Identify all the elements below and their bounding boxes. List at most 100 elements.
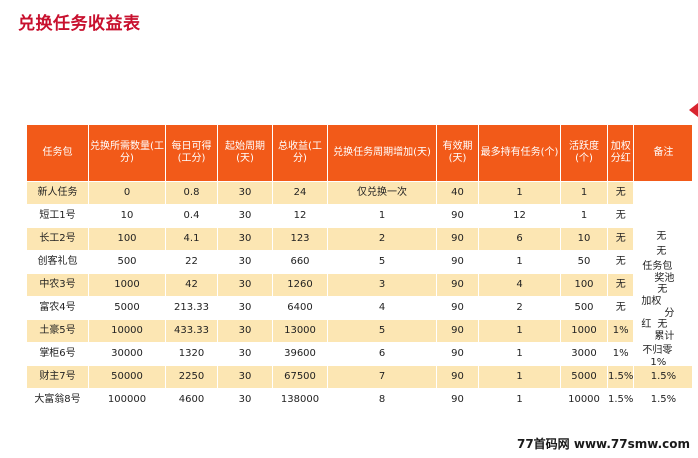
cell: 无 bbox=[606, 296, 635, 320]
cell: 1 bbox=[560, 181, 608, 205]
cell: 1320 bbox=[165, 342, 218, 366]
cell: 1.5% bbox=[606, 388, 635, 412]
cell: 无 bbox=[606, 181, 635, 205]
cell: 24 bbox=[272, 181, 328, 205]
cell: 财主7号 bbox=[26, 365, 89, 389]
cell: 1 bbox=[327, 204, 437, 228]
cell: 4.1 bbox=[165, 227, 218, 251]
cell: 短工1号 bbox=[26, 204, 89, 228]
remark-text: 分 bbox=[664, 307, 675, 319]
cell: 无 bbox=[606, 273, 635, 297]
cell: 30 bbox=[217, 204, 273, 228]
cell: 无 bbox=[606, 250, 635, 274]
cell: 50 bbox=[560, 250, 608, 274]
cell: 0 bbox=[88, 181, 166, 205]
cell: 5000 bbox=[560, 365, 608, 389]
cell: 0.4 bbox=[165, 204, 218, 228]
cell: 3000 bbox=[560, 342, 608, 366]
cell: 30 bbox=[217, 296, 273, 320]
remark-text: 无 bbox=[657, 318, 668, 330]
col-header-remark: 备注 bbox=[633, 124, 694, 182]
cell: 6 bbox=[478, 227, 561, 251]
cell: 1 bbox=[478, 365, 561, 389]
cell: 90 bbox=[436, 365, 479, 389]
cell: 中农3号 bbox=[26, 273, 89, 297]
cell: 12 bbox=[272, 204, 328, 228]
cell: 90 bbox=[436, 273, 479, 297]
cell: 7 bbox=[327, 365, 437, 389]
cell: 8 bbox=[327, 388, 437, 412]
cell: 1% bbox=[606, 342, 635, 366]
cell: 4 bbox=[327, 296, 437, 320]
cell: 1 bbox=[560, 204, 608, 228]
cell: 90 bbox=[436, 319, 479, 343]
table-row: 长工2号 100 4.1 30 123 2 90 6 10 无 bbox=[26, 227, 693, 251]
cell: 12 bbox=[478, 204, 561, 228]
page-title: 兑换任务收益表 bbox=[18, 14, 141, 34]
cell: 掌柜6号 bbox=[26, 342, 89, 366]
remark-text: 无 bbox=[656, 230, 667, 242]
table-row: 大富翁8号 100000 4600 30 138000 8 90 1 10000… bbox=[26, 388, 694, 412]
cell: 42 bbox=[165, 273, 218, 297]
col-header-total: 总收益(工分) bbox=[272, 124, 328, 182]
cell: 仅兑换一次 bbox=[327, 181, 437, 205]
cell: 1 bbox=[478, 319, 561, 343]
cell: 10000 bbox=[560, 388, 608, 412]
watermark-text: 77首码网 www.77smw.com bbox=[516, 437, 690, 451]
remark-text: 无 bbox=[656, 245, 667, 257]
col-header-activity: 活跃度(个) bbox=[560, 124, 608, 182]
cell: 1 bbox=[478, 250, 561, 274]
cell: 创客礼包 bbox=[26, 250, 89, 274]
cell: 1 bbox=[478, 388, 561, 412]
cell: 2 bbox=[478, 296, 561, 320]
cell: 90 bbox=[436, 296, 479, 320]
remark-cell: 1.5% bbox=[633, 365, 694, 389]
cell: 富农4号 bbox=[26, 296, 89, 320]
cell: 0.8 bbox=[165, 181, 218, 205]
remark-text: 无 bbox=[657, 283, 668, 295]
cell: 213.33 bbox=[165, 296, 218, 320]
remark-text: 红 bbox=[641, 318, 652, 330]
remark-cell: 1.5% bbox=[633, 388, 694, 412]
cell: 新人任务 bbox=[26, 181, 89, 205]
cell: 4 bbox=[478, 273, 561, 297]
cell: 30 bbox=[217, 365, 273, 389]
cell: 6 bbox=[327, 342, 437, 366]
cell: 138000 bbox=[272, 388, 328, 412]
col-header-validity: 有效期(天) bbox=[436, 124, 479, 182]
cell: 无 bbox=[606, 227, 635, 251]
table-row: 中农3号 1000 42 30 1260 3 90 4 100 无 bbox=[26, 273, 693, 297]
cell: 5000 bbox=[88, 296, 166, 320]
cell: 22 bbox=[165, 250, 218, 274]
col-header-required: 兑换所需数量(工分) bbox=[88, 124, 166, 182]
cell: 5 bbox=[327, 250, 437, 274]
col-header-start-cycle: 起始周期(天) bbox=[217, 124, 273, 182]
cell: 30 bbox=[217, 319, 273, 343]
cell: 39600 bbox=[272, 342, 328, 366]
cell: 10000 bbox=[88, 319, 166, 343]
cell: 3 bbox=[327, 273, 437, 297]
remark-text: 奖池 bbox=[654, 272, 675, 284]
col-header-dividend: 加权分红 bbox=[606, 124, 635, 182]
col-header-daily: 每日可得(工分) bbox=[165, 124, 218, 182]
cell: 30 bbox=[217, 273, 273, 297]
cell: 1 bbox=[478, 181, 561, 205]
cell: 30000 bbox=[88, 342, 166, 366]
cell: 500 bbox=[88, 250, 166, 274]
cell: 10 bbox=[88, 204, 166, 228]
cell: 90 bbox=[436, 388, 479, 412]
table-row: 新人任务 0 0.8 30 24 仅兑换一次 40 1 1 无 无 无 任务包 … bbox=[26, 181, 694, 366]
cell: 30 bbox=[217, 227, 273, 251]
table-row: 土豪5号 10000 433.33 30 13000 5 90 1 1000 1… bbox=[26, 319, 693, 343]
col-header-cycle-increase: 兑换任务周期增加(天) bbox=[327, 124, 437, 182]
col-header-package: 任务包 bbox=[26, 124, 89, 182]
cell: 1260 bbox=[272, 273, 328, 297]
cell: 100 bbox=[88, 227, 166, 251]
cell: 1% bbox=[606, 319, 635, 343]
table-row: 掌柜6号 30000 1320 30 39600 6 90 1 3000 1% bbox=[26, 342, 693, 366]
cell: 1000 bbox=[560, 319, 608, 343]
cell: 6400 bbox=[272, 296, 328, 320]
cell: 90 bbox=[436, 342, 479, 366]
cell: 433.33 bbox=[165, 319, 218, 343]
cell: 1.5% bbox=[606, 365, 635, 389]
